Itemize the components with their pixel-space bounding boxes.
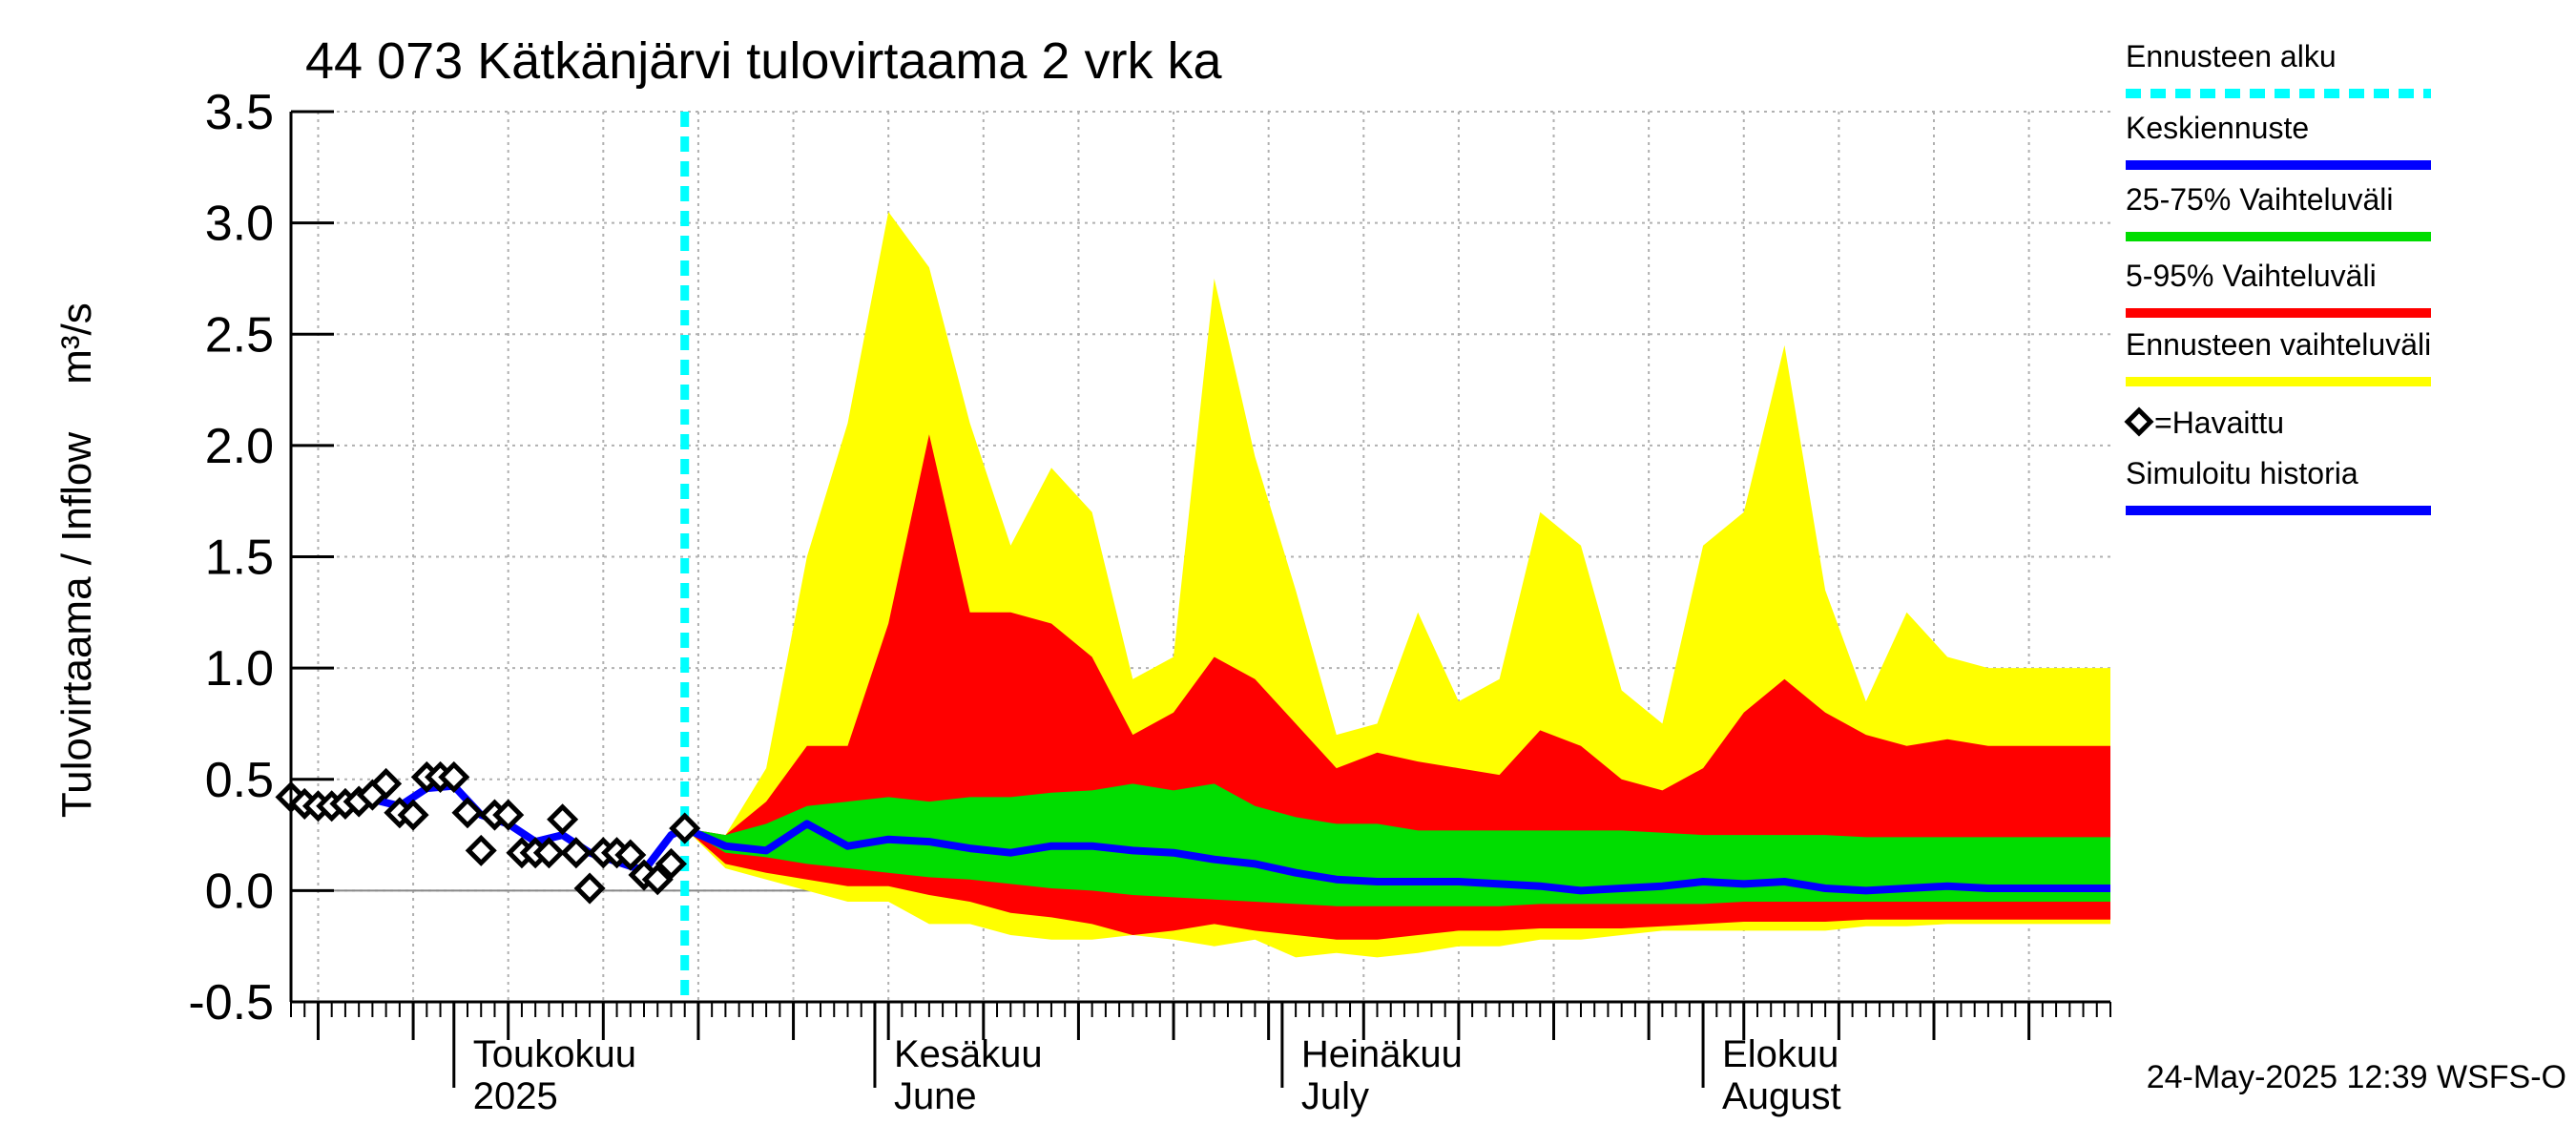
legend-label--havaittu: =Havaittu (2154, 406, 2284, 440)
y-tick-label: 0.0 (205, 864, 274, 919)
y-tick-label: 3.0 (205, 197, 274, 252)
y-axis-unit: m³/s (53, 302, 100, 385)
y-tick-label: 1.5 (205, 531, 274, 586)
observed-point (614, 839, 647, 871)
observed-point (370, 767, 403, 800)
x-month-label-fi: Kesäkuu (894, 1033, 1043, 1075)
x-month-label-fi: Toukokuu (473, 1033, 636, 1075)
legend-marker-observed (2124, 406, 2154, 437)
y-tick-label: 3.5 (205, 85, 274, 140)
x-month-label-en: June (894, 1075, 977, 1117)
observed-point (397, 799, 429, 831)
x-month-label-en: July (1301, 1075, 1369, 1117)
observed-point (641, 864, 674, 896)
observed-point (438, 760, 470, 793)
observed-point (451, 797, 484, 829)
observed-point (492, 799, 525, 831)
x-month-label-en: August (1722, 1075, 1841, 1117)
forecast-bands (684, 212, 2111, 958)
y-tick-label: -0.5 (188, 975, 274, 1030)
y-tick-label: 0.5 (205, 753, 274, 808)
observed-point (547, 803, 579, 836)
x-month-label-en: 2025 (473, 1075, 558, 1117)
axes: 3.5 3.0 2.5 2.0 1.5 1.0 0.5 0.0 -0.5 Toukokuu2025… (188, 85, 2111, 1117)
observed-point (532, 837, 565, 869)
legend-label-simuloitu-historia: Simuloitu historia (2126, 456, 2358, 490)
observed-point (573, 872, 606, 905)
observed-point (669, 812, 701, 844)
observed-point (654, 847, 688, 880)
legend: Ennusteen alku Keskiennuste 25-75% Vaihtel… (2124, 39, 2431, 515)
observed-point (465, 834, 497, 866)
legend-label-25-75-vaihteluv-li: 25-75% Vaihteluväli (2126, 182, 2393, 217)
timestamp-footer: 24-May-2025 12:39 WSFS-O (2147, 1059, 2566, 1095)
chart-title: 44 073 Kätkänjärvi tulovirtaama 2 vrk ka (305, 32, 1222, 90)
x-month-label-fi: Elokuu (1722, 1033, 1839, 1075)
y-tick-label: 2.0 (205, 419, 274, 474)
legend-label-keskiennuste: Keskiennuste (2126, 111, 2309, 145)
observed-point (560, 837, 592, 869)
y-axis-title: Tulovirtaama / Inflow (53, 432, 100, 819)
y-tick-label: 1.0 (205, 641, 274, 697)
legend-label-ennusteen-vaihteluv-li: Ennusteen vaihteluväli (2126, 327, 2431, 362)
x-month-label-fi: Heinäkuu (1301, 1033, 1463, 1075)
band-25-75-vaihteluv-li (684, 783, 2111, 906)
legend-label-ennusteen-alku: Ennusteen alku (2126, 39, 2337, 73)
legend-label-5-95-vaihteluv-li: 5-95% Vaihteluväli (2126, 259, 2377, 293)
y-tick-label: 2.5 (205, 307, 274, 363)
mean-forecast-line (683, 820, 2110, 895)
